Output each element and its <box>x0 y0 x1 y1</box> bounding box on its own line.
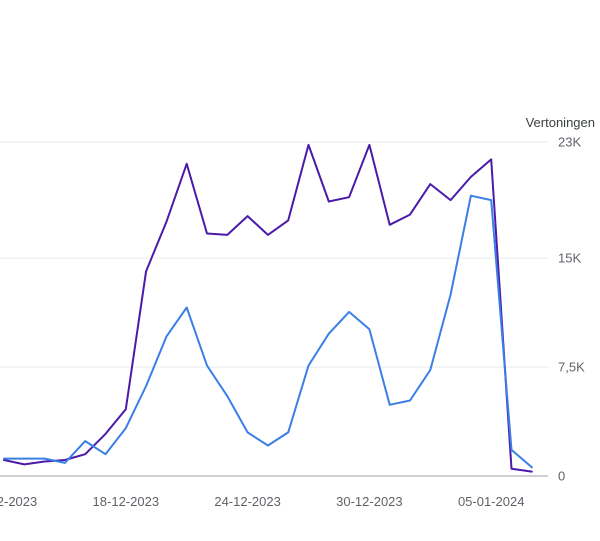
x-tick-label: 18-12-2023 <box>93 494 160 509</box>
x-tick-label: 05-01-2024 <box>458 494 525 509</box>
y-axis-title: Vertoningen <box>526 115 595 130</box>
x-tick-label: 24-12-2023 <box>214 494 281 509</box>
y-tick-label: 0 <box>558 469 565 484</box>
y-axis-ticks: 0 7,5K 15K 23K <box>558 135 585 484</box>
gridlines <box>0 141 548 477</box>
x-tick-label: 30-12-2023 <box>336 494 403 509</box>
y-tick-label: 23K <box>558 135 581 150</box>
series-line-2 <box>3 194 533 469</box>
y-tick-label: 7,5K <box>558 360 585 375</box>
x-tick-label: 12-12-2023 <box>0 494 37 509</box>
y-tick-label: 15K <box>558 251 581 266</box>
x-axis-ticks: 12-12-2023 18-12-2023 24-12-2023 30-12-2023… <box>0 494 524 509</box>
series-lines <box>3 143 533 473</box>
series-line-1 <box>3 143 533 473</box>
